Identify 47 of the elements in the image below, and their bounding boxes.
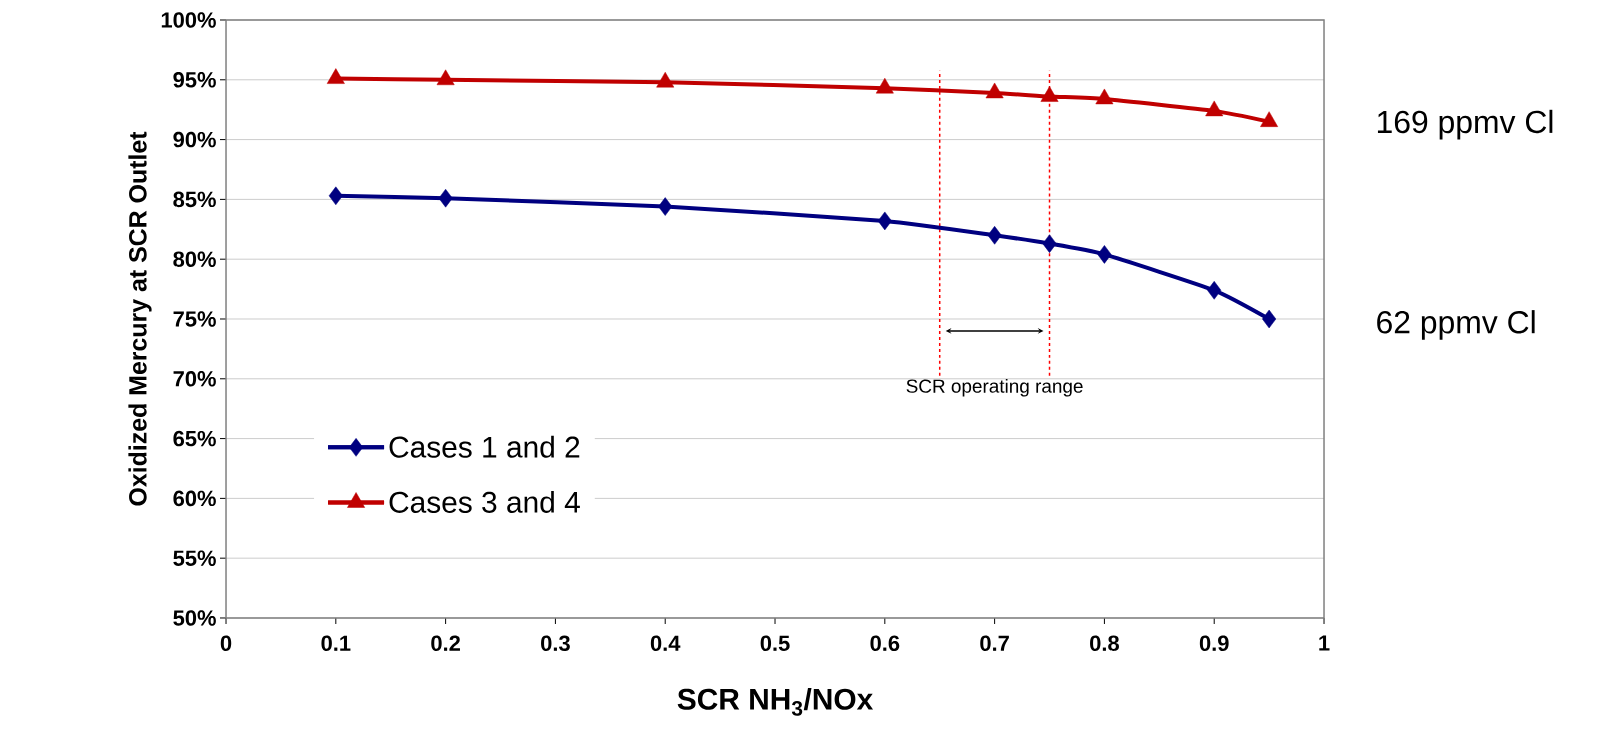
point (326, 68, 345, 84)
point (1097, 245, 1112, 264)
y-tick-label: 50% (173, 610, 216, 626)
point (1042, 234, 1057, 253)
point (328, 186, 343, 206)
y-tick-label: 65% (173, 430, 216, 447)
legend-label: Cases 3 and 4 (389, 490, 580, 513)
point (656, 71, 675, 88)
point (1040, 86, 1059, 102)
x-tick-label: 0 (220, 635, 232, 652)
text: 169 ppmv Cl (1377, 109, 1553, 140)
x-tick-label: 0.8 (1090, 635, 1119, 652)
point (985, 82, 1004, 99)
y-tick-label: 90% (173, 131, 216, 148)
legend-label: Cases 1 and 2 (389, 435, 580, 458)
x-tick-label: 0.3 (541, 635, 570, 652)
point (658, 197, 673, 216)
x-tick-label: 1 (1319, 635, 1330, 651)
y-tick-label: 85% (173, 191, 216, 208)
x-tick-label: 0.2 (431, 635, 460, 652)
point (436, 69, 455, 86)
x-tick-label: 0.1 (321, 635, 351, 652)
point (1207, 281, 1222, 300)
point (1260, 111, 1279, 127)
y-tick-label: 100% (161, 12, 216, 28)
x-tick-label: 0.7 (980, 635, 1009, 652)
y-tick-label: 75% (173, 311, 216, 327)
point (1262, 309, 1277, 329)
x-tick-label: 0.4 (650, 635, 681, 652)
text: 62 ppmv Cl (1377, 310, 1535, 340)
point (1205, 100, 1224, 117)
y-tick-label: 60% (173, 490, 216, 507)
y-tick-label: 95% (173, 72, 216, 88)
x-axis-title: SCR NH$_{3}$/NOx (677, 687, 874, 716)
y-axis-title: Oxidized Mercury at SCR Outlet (128, 131, 152, 506)
x-tick-label: 0.5 (760, 635, 790, 652)
point (875, 77, 894, 94)
annotation: SCR operating range (906, 378, 1083, 397)
point (1095, 88, 1114, 105)
y-tick-label: 70% (173, 371, 216, 387)
y-tick-label: 80% (173, 251, 216, 267)
y-tick-label: 55% (173, 550, 216, 566)
x-tick-label: 0.6 (870, 635, 900, 652)
point (877, 211, 892, 231)
x-tick-label: 0.9 (1199, 635, 1229, 652)
point (438, 188, 453, 208)
point (987, 226, 1002, 245)
